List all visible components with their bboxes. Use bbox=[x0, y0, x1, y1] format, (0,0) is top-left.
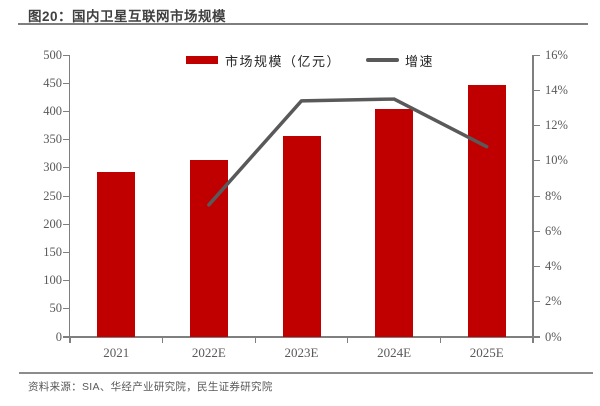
y-axis-left-tick bbox=[63, 167, 70, 169]
y-axis-right-label: 4% bbox=[545, 259, 562, 273]
y-axis-right-tick bbox=[533, 336, 540, 338]
y-axis-left-tick bbox=[63, 280, 70, 282]
source-text: 资料来源：SIA、华经产业研究院，民生证券研究院 bbox=[28, 381, 273, 393]
bar-2021 bbox=[97, 172, 136, 337]
y-axis-left-label: 300 bbox=[43, 160, 62, 175]
x-axis-tick bbox=[69, 337, 71, 343]
y-axis-left-label: 150 bbox=[43, 244, 62, 259]
y-axis-left-tick bbox=[63, 336, 70, 338]
y-axis-left-tick bbox=[63, 195, 70, 197]
legend-label-growth: 增速 bbox=[405, 53, 435, 69]
y-axis-right-tick bbox=[533, 195, 540, 197]
y-axis-right-tick bbox=[533, 160, 540, 162]
y-axis-left-label: 350 bbox=[43, 132, 62, 147]
x-axis-label: 2022E bbox=[191, 345, 226, 360]
y-axis-left-tick bbox=[63, 251, 70, 254]
figure-title: 图20：国内卫星互联网市场规模 bbox=[28, 9, 227, 24]
y-axis-right-label: 6% bbox=[545, 223, 562, 238]
x-axis-label: 2024E bbox=[377, 345, 412, 360]
y-axis-right-label: 0% bbox=[545, 329, 562, 344]
y-axis-right-tick bbox=[533, 301, 540, 303]
x-axis-label: 2021 bbox=[103, 345, 130, 360]
y-axis-left-label: 250 bbox=[43, 188, 62, 203]
title-rule bbox=[18, 23, 588, 25]
x-axis-tick bbox=[347, 337, 349, 343]
y-axis-left-label: 450 bbox=[43, 75, 62, 90]
y-axis-left-tick bbox=[63, 54, 70, 56]
growth-line bbox=[207, 97, 489, 207]
y-axis-left-label: 200 bbox=[43, 216, 62, 231]
y-axis-right-tick bbox=[533, 89, 540, 91]
y-axis-left-label: 500 bbox=[43, 47, 62, 62]
y-axis-right-tick bbox=[533, 125, 540, 127]
x-axis-tick bbox=[254, 337, 256, 343]
source-rule bbox=[19, 372, 593, 374]
x-axis-label: 2023E bbox=[284, 345, 319, 360]
x-axis-tick bbox=[162, 337, 164, 343]
y-axis-left-tick bbox=[63, 139, 70, 141]
y-axis-left-tick bbox=[63, 308, 70, 310]
legend: 市场规模（亿元） 增速 bbox=[0, 51, 600, 69]
y-axis-right-label: 12% bbox=[545, 118, 568, 132]
y-axis-right-label: 14% bbox=[545, 82, 568, 97]
y-axis-right-label: 16% bbox=[545, 47, 568, 62]
y-axis-left-label: 0 bbox=[55, 329, 62, 344]
legend-item-growth: 增速 bbox=[366, 51, 434, 69]
y-axis-left-label: 50 bbox=[49, 301, 63, 316]
bar-2025E bbox=[467, 84, 506, 337]
legend-label-market-size: 市场规模（亿元） bbox=[225, 53, 342, 69]
x-axis-label: 2025E bbox=[469, 345, 504, 360]
y-axis-left-tick bbox=[63, 82, 70, 84]
line-series-swatch bbox=[366, 58, 399, 62]
y-axis-right-tick bbox=[533, 54, 540, 56]
bar-2024E bbox=[375, 109, 414, 337]
bar-2023E bbox=[282, 135, 321, 337]
y-axis-right-label: 2% bbox=[545, 294, 562, 309]
y-axis-right-tick bbox=[533, 230, 540, 232]
y-axis-left-tick bbox=[63, 110, 70, 113]
y-axis-left-label: 100 bbox=[43, 273, 62, 288]
x-axis-tick bbox=[439, 337, 441, 343]
y-axis-left-tick bbox=[63, 223, 70, 225]
x-axis bbox=[63, 336, 540, 338]
y-axis-right-label: 8% bbox=[545, 188, 562, 203]
x-axis-tick bbox=[532, 337, 534, 343]
legend-item-market-size: 市场规模（亿元） bbox=[186, 51, 341, 69]
y-axis-left-label: 400 bbox=[43, 103, 62, 118]
bar-series-swatch bbox=[186, 56, 218, 64]
y-axis-right-label: 10% bbox=[545, 153, 568, 168]
y-axis-right-tick bbox=[533, 266, 540, 268]
